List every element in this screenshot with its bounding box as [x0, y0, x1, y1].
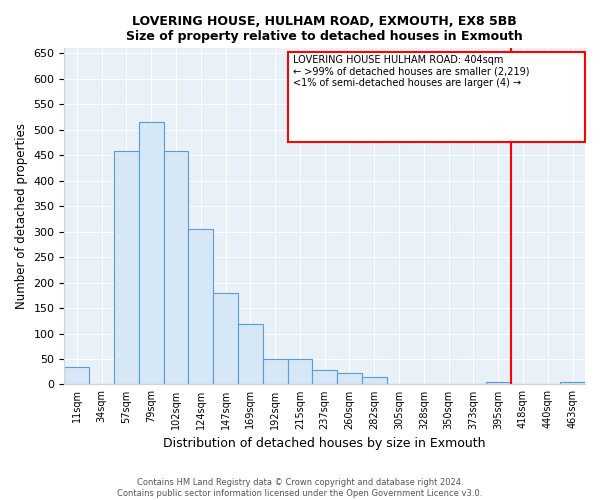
Bar — [287, 359, 313, 384]
Bar — [213, 293, 238, 384]
Bar — [362, 378, 386, 384]
Title: LOVERING HOUSE, HULHAM ROAD, EXMOUTH, EX8 5BB
Size of property relative to detac: LOVERING HOUSE, HULHAM ROAD, EXMOUTH, EX… — [127, 15, 523, 43]
Bar — [139, 122, 164, 384]
Bar — [188, 229, 213, 384]
Text: LOVERING HOUSE HULHAM ROAD: 404sqm
← >99% of detached houses are smaller (2,219): LOVERING HOUSE HULHAM ROAD: 404sqm ← >99… — [293, 55, 530, 88]
FancyBboxPatch shape — [288, 52, 585, 142]
Bar — [560, 382, 585, 384]
Bar — [164, 151, 188, 384]
Bar — [337, 373, 362, 384]
Text: Contains HM Land Registry data © Crown copyright and database right 2024.
Contai: Contains HM Land Registry data © Crown c… — [118, 478, 482, 498]
Bar — [238, 324, 263, 384]
X-axis label: Distribution of detached houses by size in Exmouth: Distribution of detached houses by size … — [163, 437, 486, 450]
Bar — [114, 151, 139, 384]
Y-axis label: Number of detached properties: Number of detached properties — [15, 124, 28, 310]
Bar — [313, 370, 337, 384]
Bar — [263, 359, 287, 384]
Bar — [64, 366, 89, 384]
Bar — [486, 382, 511, 384]
